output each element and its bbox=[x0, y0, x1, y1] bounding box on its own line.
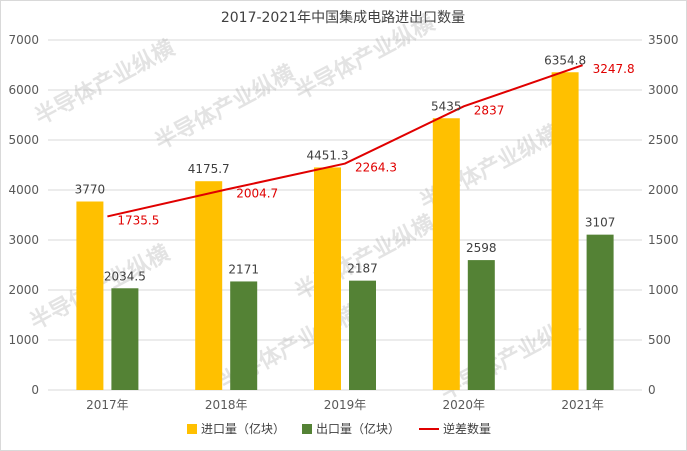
y-right-tick-label: 3500 bbox=[648, 33, 679, 47]
legend-swatch bbox=[302, 424, 312, 434]
y-right-tick-label: 2000 bbox=[648, 183, 679, 197]
export-value-label: 2187 bbox=[347, 262, 378, 276]
balance-value-label: 1735.5 bbox=[117, 213, 159, 227]
x-tick-label: 2019年 bbox=[324, 398, 367, 412]
y-right-tick-label: 0 bbox=[648, 383, 656, 397]
import-value-label: 4175.7 bbox=[188, 162, 230, 176]
export-value-label: 2598 bbox=[466, 241, 497, 255]
balance-series-line bbox=[107, 64, 583, 218]
balance-value-label: 2264.3 bbox=[355, 161, 397, 175]
y-left-tick-label: 0 bbox=[31, 383, 39, 397]
import-bar bbox=[314, 167, 341, 390]
y-right-tick-label: 1500 bbox=[648, 233, 679, 247]
y-right-tick-label: 3000 bbox=[648, 83, 679, 97]
x-tick-label: 2018年 bbox=[205, 398, 248, 412]
balance-value-label: 3247.8 bbox=[593, 62, 635, 76]
grid-lines bbox=[48, 39, 642, 391]
import-value-label: 6354.8 bbox=[544, 53, 586, 67]
axis-ticks: 0 1000 2000 3000 4000 5000 6000 7000 0 500 1000 150… bbox=[8, 33, 678, 412]
legend-swatch bbox=[187, 424, 197, 434]
export-value-label: 2034.5 bbox=[104, 269, 146, 283]
import-value-label: 4451.3 bbox=[307, 148, 349, 162]
export-value-label: 2171 bbox=[228, 262, 259, 276]
y-right-tick-label: 500 bbox=[648, 333, 671, 347]
legend: 进口量（亿块） 出口量（亿块） 逆差数量 bbox=[187, 421, 491, 436]
import-bar bbox=[76, 201, 104, 390]
y-left-tick-label: 3000 bbox=[8, 233, 39, 247]
y-left-tick-label: 1000 bbox=[8, 333, 39, 347]
x-tick-label: 2021年 bbox=[561, 398, 604, 412]
x-tick-label: 2017年 bbox=[86, 398, 129, 412]
export-value-label: 3107 bbox=[585, 216, 616, 230]
import-bar bbox=[432, 118, 460, 390]
legend-label: 逆差数量 bbox=[443, 421, 491, 436]
import-value-label: 5435 bbox=[431, 99, 462, 113]
y-left-tick-label: 7000 bbox=[8, 33, 39, 47]
import-bar bbox=[195, 181, 223, 390]
y-left-tick-label: 6000 bbox=[8, 83, 39, 97]
export-bar bbox=[349, 280, 376, 390]
legend-label: 进口量（亿块） bbox=[201, 421, 285, 436]
export-bar bbox=[230, 281, 258, 390]
balance-value-label: 2837 bbox=[474, 103, 505, 117]
legend-label: 出口量（亿块） bbox=[316, 421, 400, 436]
y-left-tick-label: 4000 bbox=[8, 183, 39, 197]
import-value-label: 3770 bbox=[75, 183, 106, 197]
y-left-tick-label: 5000 bbox=[8, 133, 39, 147]
chart-title: 2017-2021年中国集成电路进出口数量 bbox=[221, 9, 465, 26]
y-right-tick-label: 2500 bbox=[648, 133, 679, 147]
y-right-tick-label: 1000 bbox=[648, 283, 679, 297]
bars bbox=[76, 72, 614, 390]
export-bar bbox=[586, 234, 614, 390]
import-bar bbox=[551, 72, 579, 390]
x-tick-label: 2020年 bbox=[443, 398, 486, 412]
balance-value-label: 2004.7 bbox=[236, 187, 278, 201]
export-bar bbox=[111, 288, 139, 390]
balance-line bbox=[107, 64, 583, 218]
data-labels: 3770 4175.7 4451.3 5435 6354.8 2034.5 2171 2187… bbox=[75, 53, 635, 283]
export-bar bbox=[467, 260, 495, 390]
y-left-tick-label: 2000 bbox=[8, 283, 39, 297]
